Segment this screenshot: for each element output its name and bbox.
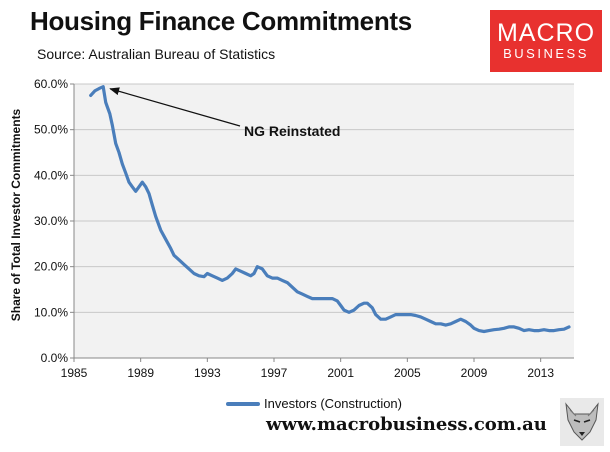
x-axis-ticks: 1985 1989 1993 1997 2001 2005 2009 2013 — [61, 358, 554, 380]
x-tick-label: 1997 — [261, 366, 288, 380]
legend-label: Investors (Construction) — [264, 396, 402, 411]
logo-line-2: BUSINESS — [503, 46, 589, 61]
y-tick-label: 30.0% — [34, 214, 68, 228]
y-axis-ticks: 0.0% 10.0% 20.0% 30.0% 40.0% 50.0% 60.0% — [34, 77, 74, 365]
x-tick-label: 2005 — [394, 366, 421, 380]
series-line-investors-construction — [89, 85, 571, 334]
x-tick-label: 2009 — [461, 366, 488, 380]
x-tick-label: 2013 — [527, 366, 554, 380]
y-tick-label: 0.0% — [41, 351, 69, 365]
logo-line-1: MACRO — [496, 19, 596, 47]
macrobusiness-logo: MACRO BUSINESS — [490, 10, 602, 72]
y-tick-label: 60.0% — [34, 77, 68, 91]
y-tick-label: 20.0% — [34, 260, 68, 274]
x-tick-label: 2001 — [327, 366, 354, 380]
x-tick-label: 1993 — [194, 366, 221, 380]
chart-subtitle: Source: Australian Bureau of Statistics — [37, 46, 276, 62]
y-tick-label: 50.0% — [34, 123, 68, 137]
website-url: www.macrobusiness.com.au — [266, 414, 547, 435]
annotation-arrow — [109, 87, 241, 127]
y-tick-label: 10.0% — [34, 305, 68, 319]
chart-title: Housing Finance Commitments — [30, 6, 412, 36]
fox-logo-icon — [560, 398, 604, 446]
y-tick-label: 40.0% — [34, 168, 68, 182]
x-tick-label: 1985 — [61, 366, 88, 380]
legend-swatch — [226, 401, 260, 406]
y-axis-label: Share of Total Investor Commitments — [9, 108, 23, 322]
x-tick-label: 1989 — [127, 366, 154, 380]
legend: Investors (Construction) — [226, 396, 402, 411]
annotation-ng-reinstated: NG Reinstated — [244, 123, 340, 139]
